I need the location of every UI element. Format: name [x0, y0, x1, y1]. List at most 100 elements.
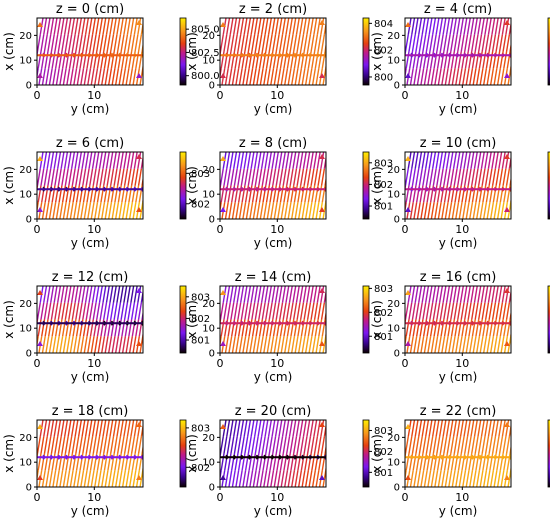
- x-tick-label: 10: [270, 491, 284, 504]
- quiver-arrow: [160, 437, 163, 454]
- x-tick-label: 0: [34, 357, 41, 370]
- quiver-arrow: [443, 168, 448, 186]
- y-axis-label: x (cm): [370, 32, 384, 71]
- quiver-arrow: [489, 68, 495, 85]
- quiver-arrow: [37, 336, 39, 349]
- quiver-arrow: [482, 68, 488, 85]
- quiver-arrow: [109, 152, 114, 169]
- quiver-arrow: [228, 336, 233, 353]
- quiver-arrow: [405, 424, 411, 429]
- quiver-arrow: [495, 168, 500, 186]
- quiver-arrow: [272, 302, 277, 320]
- quiver-arrow: [449, 18, 454, 35]
- quiver-arrow: [258, 34, 263, 52]
- quiver-arrow: [153, 437, 156, 454]
- y-tick-label: 20: [387, 31, 400, 42]
- y-axis-label: x (cm): [370, 166, 384, 205]
- quiver-arrow: [453, 436, 458, 454]
- quiver-arrow: [70, 286, 76, 303]
- quiver-arrow: [530, 286, 533, 303]
- quiver-arrow: [418, 302, 423, 320]
- quiver-arrow: [418, 152, 423, 169]
- quiver-arrow: [517, 169, 520, 186]
- quiver-arrow: [226, 18, 231, 35]
- quiver-arrow: [306, 34, 312, 52]
- quiver-arrow: [59, 336, 64, 353]
- quiver-arrow: [259, 470, 264, 487]
- quiver-arrow: [292, 286, 297, 303]
- quiver-arrow: [267, 152, 273, 169]
- quiver-arrow: [498, 286, 503, 303]
- quiver-arrow: [233, 286, 238, 303]
- quiver-arrow: [61, 34, 66, 52]
- quiver-arrow: [435, 420, 440, 437]
- quiver-arrow: [37, 68, 39, 81]
- quiver-arrow: [118, 68, 123, 85]
- quiver-arrow: [446, 302, 451, 320]
- quiver-arrow: [457, 34, 462, 52]
- quiver-arrow: [455, 336, 460, 353]
- quiver-arrow: [430, 68, 435, 85]
- quiver-field: [405, 18, 517, 85]
- quiver-arrow: [408, 168, 413, 186]
- quiver-arrow: [220, 290, 226, 295]
- quiver-arrow: [489, 336, 495, 353]
- quiver-arrow: [150, 454, 153, 471]
- quiver-arrow: [452, 18, 458, 35]
- quiver-arrow: [106, 168, 111, 186]
- quiver-arrow: [116, 302, 122, 320]
- quiver-arrow: [284, 470, 289, 487]
- quiver-arrow: [52, 68, 57, 85]
- quiver-arrow: [308, 68, 313, 85]
- quiver-arrow: [331, 420, 334, 437]
- quiver-arrow: [43, 34, 48, 52]
- quiver-arrow: [473, 286, 478, 303]
- quiver-arrow: [236, 18, 241, 35]
- quiver-arrow: [119, 420, 124, 437]
- quiver-arrow: [331, 286, 334, 303]
- quiver-arrow: [336, 437, 339, 454]
- quiver-arrow: [259, 202, 264, 219]
- quiver-arrow: [116, 420, 121, 437]
- quiver-arrow: [452, 286, 458, 303]
- quiver-arrow: [230, 34, 235, 52]
- quiver-arrow: [242, 202, 247, 219]
- x-tick-label: 10: [87, 491, 101, 504]
- quiver-arrow: [244, 34, 249, 52]
- quiver-arrow: [465, 202, 470, 219]
- y-tick-label: 0: [209, 349, 215, 360]
- x-tick-label: 0: [402, 89, 409, 102]
- quiver-arrow: [489, 202, 495, 219]
- quiver-arrow: [92, 436, 97, 454]
- quiver-arrow: [491, 286, 496, 303]
- quiver-arrow: [282, 34, 287, 52]
- quiver-arrow: [98, 286, 103, 303]
- quiver-arrow: [245, 202, 250, 219]
- quiver-arrow: [249, 470, 254, 487]
- quiver-arrow: [466, 286, 471, 303]
- quiver-arrow: [480, 420, 485, 437]
- quiver-arrow: [261, 436, 266, 454]
- quiver-arrow: [233, 34, 238, 52]
- quiver-arrow: [282, 302, 287, 320]
- quiver-arrow: [154, 202, 157, 219]
- quiver-arrow: [429, 34, 434, 52]
- quiver-arrow: [405, 168, 409, 186]
- quiver-arrow: [477, 286, 482, 303]
- quiver-arrow: [504, 288, 510, 293]
- quiver-arrow: [235, 336, 240, 353]
- quiver-arrow: [479, 68, 484, 85]
- quiver-arrow: [514, 52, 517, 69]
- quiver-arrow: [409, 336, 414, 353]
- quiver-arrow: [311, 470, 317, 487]
- quiver-arrow: [278, 152, 283, 169]
- x-axis-label: y (cm): [439, 370, 478, 384]
- quiver-arrow: [220, 34, 224, 52]
- quiver-arrow: [226, 436, 231, 454]
- quiver-arrow: [310, 168, 315, 186]
- x-tick-label: 10: [455, 89, 469, 102]
- quiver-arrow: [484, 420, 489, 437]
- quiver-arrow: [95, 152, 100, 169]
- quiver-arrow: [257, 420, 262, 437]
- quiver-arrow: [220, 156, 226, 161]
